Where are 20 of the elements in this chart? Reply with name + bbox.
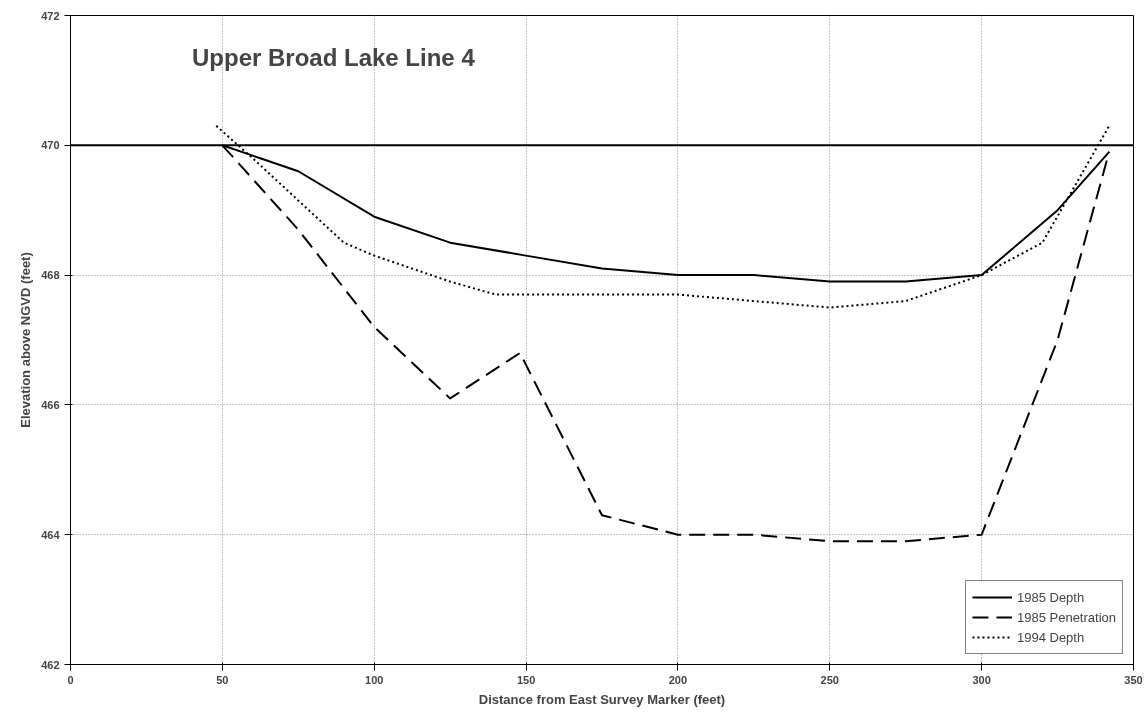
x-tick-label: 250 [820, 673, 839, 686]
y-tick-label: 462 [41, 658, 60, 671]
x-axis-title: Distance from East Survey Marker (feet) [478, 691, 726, 707]
x-tick-label: 200 [668, 673, 688, 686]
text: Upper Broad Lake Line 4 [191, 43, 476, 71]
y-tick-label: 464 [41, 528, 61, 541]
legend-label: 1985 Penetration [1016, 609, 1116, 625]
y-axis-title: Elevation above NGVD (feet) [18, 252, 34, 428]
y-tick-label: 466 [41, 398, 60, 411]
legend-label: 1985 Depth [1016, 589, 1085, 605]
y-tick-label: 470 [41, 139, 60, 152]
x-tick-label: 350 [1124, 673, 1143, 686]
x-tick-label: 300 [972, 673, 991, 686]
legend-label: 1994 Depth [1016, 629, 1085, 645]
x-tick-label: 50 [216, 673, 229, 686]
y-tick-label: 472 [41, 9, 60, 22]
y-tick-label: 468 [41, 269, 60, 282]
x-tick-label: 100 [365, 673, 384, 686]
x-tick-label: 150 [516, 673, 536, 686]
x-tick-label: 0 [67, 673, 74, 686]
